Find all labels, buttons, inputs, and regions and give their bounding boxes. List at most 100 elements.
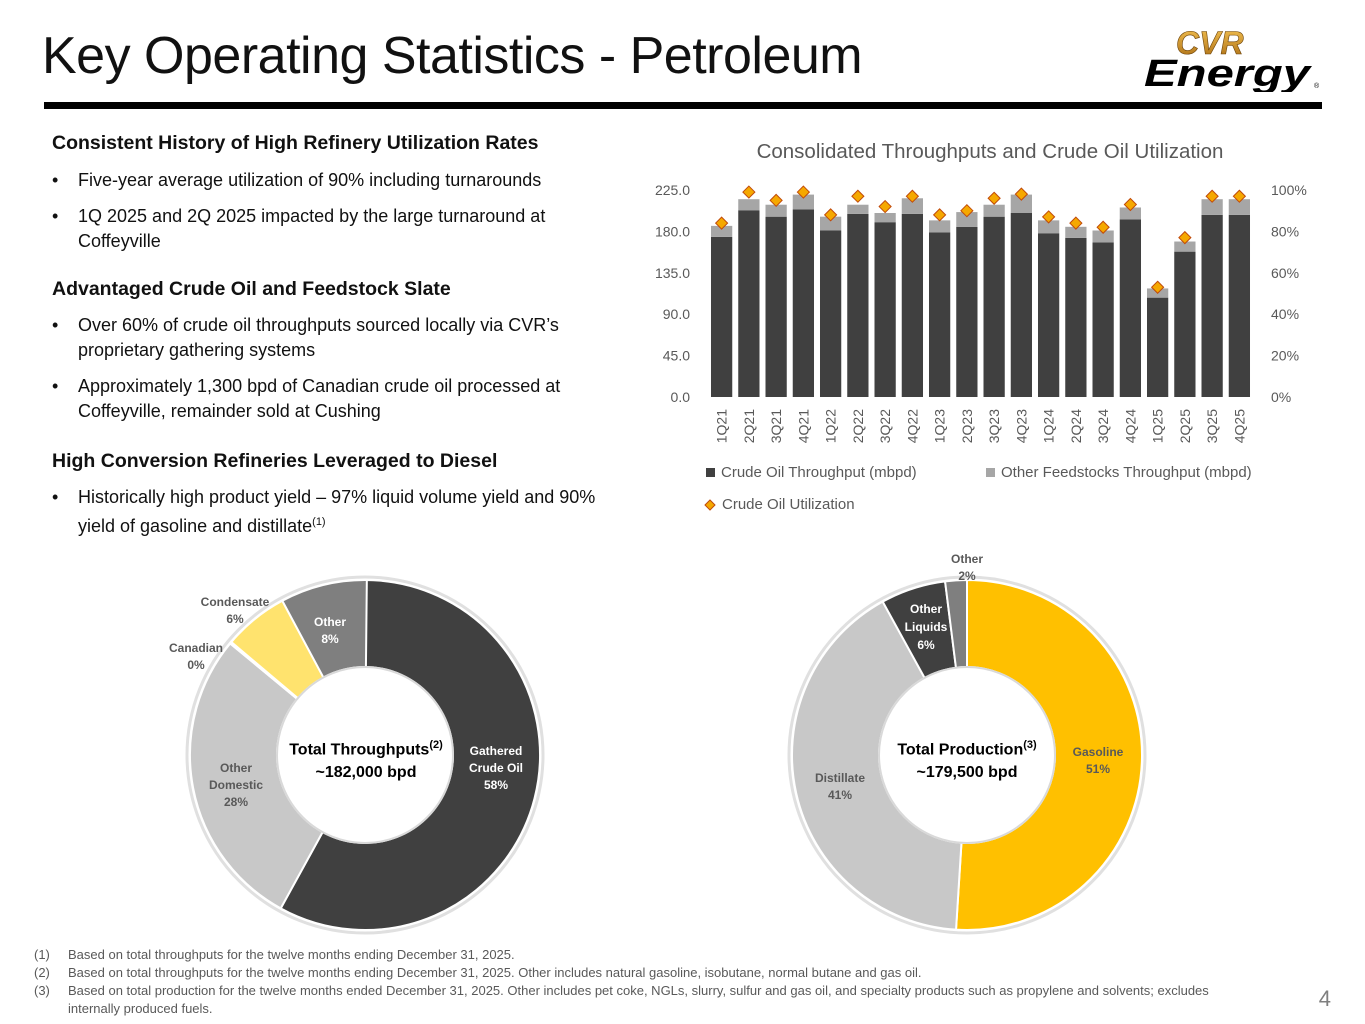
footnote-text: Based on total throughputs for the twelv… [68, 965, 922, 980]
bullet-text: Approximately 1,300 bpd of Canadian crud… [78, 376, 561, 421]
legend-label: Other Feedstocks Throughput (mbpd) [1001, 464, 1252, 481]
y2-tick-label: 20% [1271, 348, 1299, 364]
cvr-energy-logo: CVR Energy ® [1144, 26, 1320, 92]
slice-value: 6% [917, 638, 935, 652]
footnote-1: (1) Based on total throughputs for the t… [34, 946, 1264, 964]
center-value: ~179,500 bpd [916, 764, 1018, 782]
center-title: Total Throughputs [289, 741, 430, 759]
utilization-marker [1096, 220, 1110, 234]
key-points-column: Consistent History of High Refinery Util… [52, 130, 627, 539]
utilization-marker [742, 185, 756, 199]
x-tick-label: 3Q22 [877, 409, 893, 443]
slice-name: Gathered Crude Oil [468, 744, 523, 775]
center-value: ~182,000 bpd [315, 764, 417, 782]
bar-crude-oil [1201, 214, 1223, 397]
utilization-marker [1123, 197, 1138, 212]
donut1-label-canadian: Canadian 0% [158, 640, 234, 674]
bar-other-feedstocks [765, 204, 787, 217]
legend-label: Crude Oil Throughput (mbpd) [721, 464, 917, 481]
bullet-item: • 1Q 2025 and 2Q 2025 impacted by the lar… [52, 204, 627, 254]
y-tick-label: 45.0 [663, 348, 690, 364]
utilization-marker [769, 193, 783, 208]
legend-swatch [706, 468, 715, 477]
slice-name: Gasoline [1072, 745, 1124, 759]
bar-other-feedstocks [847, 204, 869, 214]
x-tick-label: 2Q21 [741, 409, 757, 443]
y-tick-label: 90.0 [663, 306, 690, 322]
slice-value: 51% [1085, 762, 1111, 776]
bar-crude-oil [765, 216, 787, 397]
section-heading: Advantaged Crude Oil and Feedstock Slate [52, 278, 451, 300]
footnote-text: Based on total throughputs for the twelv… [68, 947, 515, 962]
title-divider [44, 102, 1322, 109]
y-tick-label: 180.0 [655, 223, 690, 239]
slice-value: 28% [223, 795, 249, 809]
bullet-dot: • [52, 376, 59, 396]
utilization-marker [1205, 189, 1219, 203]
donut1-label-condensate: Condensate 6% [190, 594, 280, 628]
donut2-label-distillate: Distillate 41% [800, 770, 880, 804]
bullet-item: • Approximately 1,300 bpd of Canadian cru… [52, 374, 627, 424]
bullet-text: Historically high product yield – 97% li… [78, 487, 596, 536]
bar-crude-oil [874, 222, 896, 397]
section-heading: High Conversion Refineries Leveraged to … [52, 450, 498, 472]
x-tick-label: 1Q25 [1150, 409, 1166, 443]
legend-item-other-feedstocks: Other Feedstocks Throughput (mbpd) [986, 464, 1252, 481]
bar-other-feedstocks [874, 213, 896, 223]
bullet-item: • Five-year average utilization of 90% in… [52, 168, 627, 193]
x-tick-label: 3Q24 [1095, 409, 1111, 443]
footnote-number: (2) [34, 965, 50, 980]
bar-crude-oil [1010, 213, 1033, 397]
donut-outer-shadow [787, 575, 1147, 935]
slice-name: Condensate [200, 595, 270, 609]
x-tick-label: 2Q24 [1068, 409, 1084, 443]
bullet-dot: • [52, 487, 59, 507]
utilization-marker [1232, 189, 1247, 203]
throughputs-donut [185, 575, 545, 935]
legend-label: Crude Oil Utilization [722, 496, 855, 513]
slice-name: Canadian [168, 641, 223, 655]
donut2-label-other: Other 2% [937, 551, 997, 585]
bar-crude-oil [928, 232, 951, 397]
utilization-marker [1178, 230, 1192, 245]
bar-other-feedstocks [1119, 207, 1142, 220]
x-tick-label: 1Q21 [714, 409, 730, 443]
logo-cvr-text: CVR [1176, 26, 1244, 61]
bar-crude-oil [847, 213, 869, 397]
donut1-label-other-domestic: Other Domestic 28% [196, 760, 276, 811]
legend-diamond-icon [704, 498, 716, 511]
bar-crude-oil [1037, 233, 1060, 397]
bar-other-feedstocks [738, 199, 760, 211]
bullet-dot: • [52, 170, 59, 190]
y-tick-label: 225.0 [655, 182, 690, 198]
footnote-text: Based on total production for the twelve… [68, 983, 1209, 1016]
slice-name: Other [950, 552, 983, 566]
throughput-chart-svg: 0.0 45.0 90.0 135.0 180.0 225.0 0% 20% 40% 60% 80%… [655, 182, 1307, 443]
slice-name: Other [313, 615, 346, 629]
production-donut [787, 575, 1147, 935]
bar-crude-oil [1119, 219, 1142, 397]
section-utilization: Consistent History of High Refinery Util… [52, 132, 627, 254]
footnotes: (1) Based on total throughputs for the t… [34, 946, 1264, 1018]
donut-outer-shadow [185, 575, 545, 935]
donut1-label-gathered: Gathered Crude Oil 58% [461, 743, 531, 794]
x-tick-label: 4Q24 [1122, 409, 1138, 443]
utilization-marker [878, 199, 892, 214]
x-tick-label: 4Q22 [904, 409, 920, 443]
bar-other-feedstocks [792, 194, 815, 210]
bar-other-feedstocks [1201, 199, 1223, 215]
donut1-center-label: Total Throughputs(2) ~182,000 bpd [282, 734, 450, 784]
footnote-ref: (2) [429, 739, 443, 751]
y2-tick-label: 40% [1271, 306, 1299, 322]
x-tick-label: 4Q21 [795, 409, 811, 443]
bar-crude-oil [1092, 242, 1114, 397]
utilization-marker [823, 208, 838, 222]
y2-tick-label: 80% [1271, 223, 1299, 239]
bar-other-feedstocks [956, 212, 978, 227]
bar-crude-oil [738, 210, 760, 397]
bar-crude-oil [1174, 251, 1196, 397]
x-tick-label: 2Q23 [959, 409, 975, 443]
donut2-center-label: Total Production(3) ~179,500 bpd [884, 734, 1050, 784]
utilization-marker [714, 216, 729, 230]
legend-item-utilization: Crude Oil Utilization [704, 496, 855, 513]
